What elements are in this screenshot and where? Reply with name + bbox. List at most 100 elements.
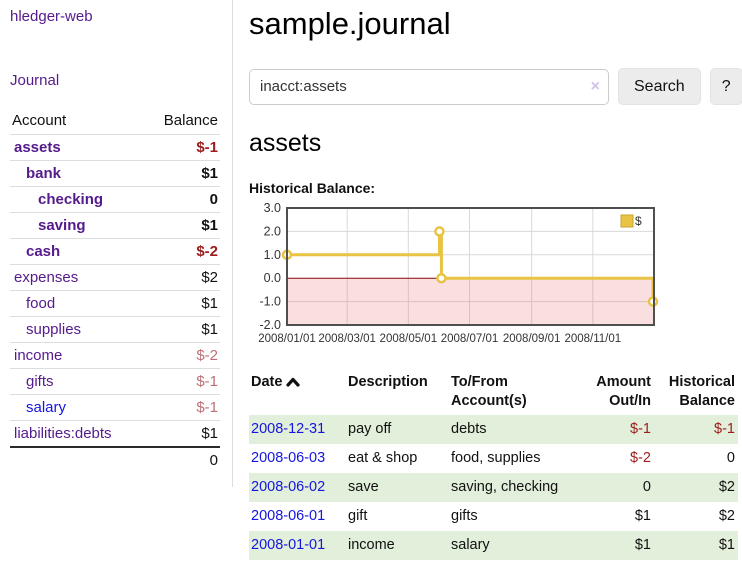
search-button[interactable]: Search [618, 68, 701, 105]
transaction-amount: $-2 [630, 450, 651, 466]
account-balance: $1 [144, 160, 220, 187]
account-link-bank[interactable]: bank [26, 165, 62, 182]
app-title-link[interactable]: hledger-web [10, 8, 93, 25]
account-balance: $-2 [144, 238, 220, 265]
register-row: 2008-06-03 eat & shop food, supplies $-2… [249, 444, 738, 473]
account-balance: $-1 [144, 394, 220, 421]
main-content: sample.journal × Search ? assets Histori… [233, 0, 742, 582]
account-link-gifts[interactable]: gifts [26, 373, 54, 390]
help-button[interactable]: ? [709, 68, 742, 105]
amount-column-header: Amount Out/In [596, 374, 651, 409]
account-link-liabilities-debts[interactable]: liabilities:debts [14, 425, 112, 442]
account-row: assets $-1 [10, 134, 220, 161]
transaction-accounts: gifts [451, 508, 478, 524]
account-link-cash[interactable]: cash [26, 243, 61, 260]
account-link-income[interactable]: income [14, 347, 63, 364]
account-row: bank $1 [10, 160, 220, 187]
account-row: income $-2 [10, 342, 220, 369]
page-title: sample.journal [249, 6, 451, 41]
transaction-amount: $1 [634, 508, 651, 524]
register-table: Date Description To/From Account(s) Amou… [249, 371, 738, 560]
transaction-accounts: saving, checking [451, 479, 559, 495]
account-row: saving $1 [10, 212, 220, 239]
transaction-balance: 0 [726, 450, 735, 466]
account-row: food $1 [10, 290, 220, 317]
transaction-description: save [348, 479, 379, 495]
transaction-date-link[interactable]: 2008-06-03 [251, 450, 326, 466]
search-bar: × Search ? [249, 68, 742, 105]
register-row: 2008-06-01 gift gifts $1 $2 [249, 502, 738, 531]
transaction-balance: $2 [718, 508, 735, 524]
svg-text:2008/07/01: 2008/07/01 [441, 333, 499, 345]
transaction-amount: $1 [634, 537, 651, 553]
account-link-assets[interactable]: assets [14, 139, 61, 156]
account-balance: $1 [144, 290, 220, 317]
account-row: checking 0 [10, 186, 220, 213]
total-row: 0 [10, 446, 220, 473]
account-balance: $1 [144, 316, 220, 343]
sort-ascending-icon [286, 374, 301, 393]
account-row: supplies $1 [10, 316, 220, 343]
transaction-description: eat & shop [348, 450, 418, 466]
sidebar: hledger-web Journal Account Balance asse… [0, 0, 233, 487]
register-row: 2008-06-02 save saving, checking 0 $2 [249, 473, 738, 502]
svg-text:$: $ [635, 214, 642, 228]
transaction-amount: 0 [642, 479, 651, 495]
chart-title: Historical Balance: [249, 180, 376, 196]
account-balance-table: Account Balance assets $-1 bank $1 check… [10, 109, 220, 473]
svg-text:2008/05/01: 2008/05/01 [380, 333, 438, 345]
balance-column-header: Historical Balance [668, 374, 735, 409]
transaction-date-link[interactable]: 2008-06-01 [251, 508, 326, 524]
account-row: salary $-1 [10, 394, 220, 421]
historical-balance-chart: $3.0 2.0 1.0 0.0 -1.0 -2.0 2008/01/01 2008/03/0… [249, 201, 742, 357]
transaction-date-link[interactable]: 2008-12-31 [251, 421, 326, 437]
account-link-food[interactable]: food [26, 295, 56, 312]
register-header-row: Date Description To/From Account(s) Amou… [249, 371, 738, 415]
account-link-salary[interactable]: salary [26, 399, 67, 416]
account-balance: $-1 [144, 368, 220, 395]
svg-text:0.0: 0.0 [264, 271, 281, 285]
account-row: liabilities:debts $1 [10, 420, 220, 447]
account-link-saving[interactable]: saving [38, 217, 86, 234]
svg-text:2008/09/01: 2008/09/01 [503, 333, 561, 345]
search-input[interactable] [249, 68, 609, 105]
account-heading: assets [249, 129, 322, 157]
register-row: 2008-01-01 income salary $1 $1 [249, 531, 738, 560]
transaction-accounts: debts [451, 421, 487, 437]
transaction-description: income [348, 537, 395, 553]
account-balance: $-1 [144, 134, 220, 161]
transaction-balance: $2 [718, 479, 735, 495]
register-row: 2008-12-31 pay off debts $-1 $-1 [249, 415, 738, 444]
date-column-header[interactable]: Date [249, 371, 346, 415]
transaction-description: gift [348, 508, 368, 524]
account-balance: $-2 [144, 342, 220, 369]
account-balance: $1 [144, 212, 220, 239]
svg-text:2.0: 2.0 [264, 224, 281, 238]
transaction-accounts: salary [451, 537, 490, 553]
account-link-checking[interactable]: checking [38, 191, 104, 208]
transaction-description: pay off [348, 421, 392, 437]
transaction-balance: $1 [718, 537, 735, 553]
account-link-supplies[interactable]: supplies [26, 321, 82, 338]
transaction-date-link[interactable]: 2008-06-02 [251, 479, 326, 495]
transaction-balance: $-1 [714, 421, 735, 437]
clear-search-icon[interactable]: × [590, 77, 600, 95]
account-balance: 0 [144, 186, 220, 213]
svg-text:2008/01/01: 2008/01/01 [258, 333, 316, 345]
description-column-header: Description [348, 374, 428, 390]
balance-column-header: Balance [163, 112, 218, 129]
transaction-amount: $-1 [630, 421, 651, 437]
account-row: gifts $-1 [10, 368, 220, 395]
nav-journal-link[interactable]: Journal [10, 72, 60, 89]
account-link-expenses[interactable]: expenses [14, 269, 79, 286]
account-table-header: Account Balance [10, 109, 220, 135]
svg-text:1.0: 1.0 [264, 248, 281, 262]
account-balance: $1 [144, 420, 220, 447]
total-balance: 0 [144, 446, 220, 473]
account-row: cash $-2 [10, 238, 220, 265]
account-column-header: Account [12, 112, 67, 129]
transaction-date-link[interactable]: 2008-01-01 [251, 537, 326, 553]
account-row: expenses $2 [10, 264, 220, 291]
tofrom-column-header: To/From Account(s) [451, 374, 527, 409]
